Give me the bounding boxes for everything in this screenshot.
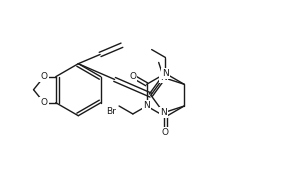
Text: O: O — [130, 72, 136, 81]
Text: N: N — [162, 69, 169, 78]
Text: O: O — [40, 72, 47, 81]
Text: Br: Br — [106, 107, 116, 116]
Text: N: N — [160, 73, 167, 82]
Text: O: O — [40, 98, 47, 107]
Text: O: O — [162, 128, 169, 137]
Text: N: N — [160, 108, 167, 117]
Text: N: N — [143, 102, 150, 110]
